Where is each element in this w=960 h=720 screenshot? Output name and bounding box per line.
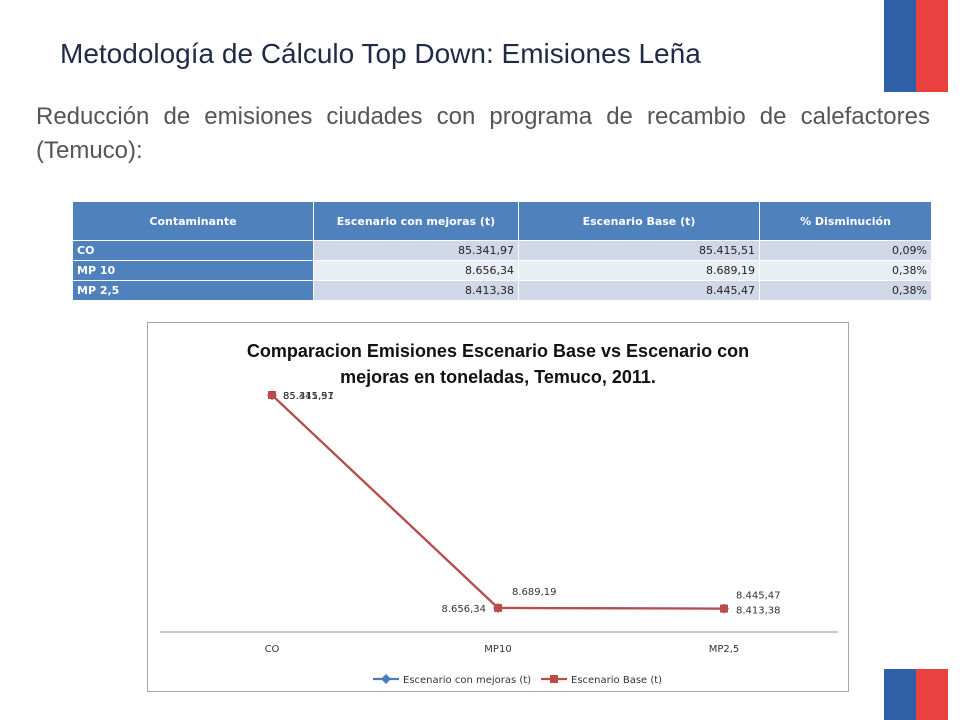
table-cell-mejoras: 8.656,34 <box>313 260 519 281</box>
data-label: 8.689,19 <box>512 587 557 598</box>
emissions-table: Contaminante Escenario con mejoras (t) E… <box>72 201 932 301</box>
header-contaminante: Contaminante <box>72 201 314 241</box>
header-escenario-mejoras: Escenario con mejoras (t) <box>313 201 519 241</box>
x-tick-label: CO <box>265 644 280 655</box>
x-tick-label: MP2,5 <box>709 644 740 655</box>
table-row: CO 85.341,97 85.415,51 0,09% <box>72 240 932 261</box>
table-header-row: Contaminante Escenario con mejoras (t) E… <box>72 201 932 241</box>
table-cell-disminucion: 0,38% <box>759 260 932 281</box>
table-cell-base: 85.415,51 <box>518 240 760 261</box>
table-cell-mejoras: 85.341,97 <box>313 240 519 261</box>
table-cell-base: 8.445,47 <box>518 280 760 301</box>
data-label: 8.656,34 <box>441 604 486 615</box>
table-cell-contaminante: MP 2,5 <box>72 280 314 301</box>
slide-subtitle: Reducción de emisiones ciudades con prog… <box>36 103 930 164</box>
data-point-base <box>268 391 276 399</box>
header-disminucion: % Disminución <box>759 201 932 241</box>
chile-flag-decoration-top <box>884 0 948 92</box>
legend-label: Escenario Base (t) <box>571 675 662 686</box>
flag-red-stripe <box>916 668 948 720</box>
data-label: 85.341,97 <box>283 391 334 402</box>
flag-red-stripe <box>916 0 948 92</box>
header-escenario-base: Escenario Base (t) <box>518 201 760 241</box>
chile-flag-decoration-bottom <box>884 668 948 720</box>
table-cell-contaminante: CO <box>72 240 314 261</box>
chart-title-line: mejoras en toneladas, Temuco, 2011. <box>340 367 656 387</box>
data-label: 8.413,38 <box>736 606 781 617</box>
table-cell-mejoras: 8.413,38 <box>313 280 519 301</box>
table-cell-disminucion: 0,38% <box>759 280 932 301</box>
legend-marker-mejoras <box>381 674 391 684</box>
slide-title: Metodología de Cálculo Top Down: Emision… <box>60 38 701 69</box>
flag-blue-stripe <box>884 668 916 720</box>
series-line-mejoras <box>271 394 725 610</box>
table-cell-base: 8.689,19 <box>518 260 760 281</box>
emissions-line-chart: Comparacion Emisiones Escenario Base vs … <box>147 322 849 692</box>
table-row: MP 10 8.656,34 8.689,19 0,38% <box>72 260 932 281</box>
data-label: 8.445,47 <box>736 591 781 602</box>
data-point-base <box>494 603 502 612</box>
legend-label: Escenario con mejoras (t) <box>403 675 531 686</box>
table-cell-contaminante: MP 10 <box>72 260 314 281</box>
legend-marker-base <box>550 675 558 683</box>
table-cell-disminucion: 0,09% <box>759 240 932 261</box>
data-label: 85.415,51 <box>283 391 334 402</box>
chart-svg: Comparacion Emisiones Escenario Base vs … <box>160 341 838 686</box>
flag-blue-stripe <box>884 0 916 92</box>
table-row: MP 2,5 8.413,38 8.445,47 0,38% <box>72 280 932 301</box>
data-point-base <box>720 604 728 613</box>
chart-title-line: Comparacion Emisiones Escenario Base vs … <box>247 341 749 361</box>
x-tick-label: MP10 <box>484 644 511 655</box>
series-line-base <box>271 394 725 610</box>
